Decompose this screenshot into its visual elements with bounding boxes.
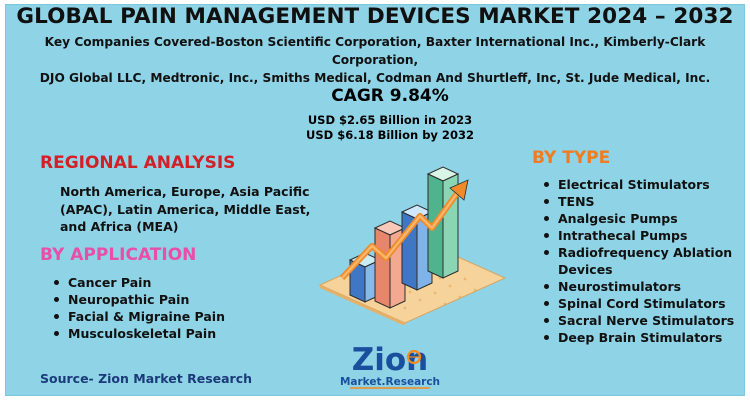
by-application-heading: BY APPLICATION [40, 245, 197, 265]
list-item: Intrathecal Pumps [540, 227, 740, 244]
cagr-label: CAGR 9.84% [331, 86, 449, 106]
page-title: GLOBAL PAIN MANAGEMENT DEVICES MARKET 20… [16, 4, 734, 29]
infographic-background [5, 4, 745, 396]
list-item: Neurostimulators [540, 278, 740, 295]
regional-analysis-heading: REGIONAL ANALYSIS [40, 153, 236, 173]
list-item: Facial & Migraine Pain [50, 308, 310, 325]
market-value-2032: USD $6.18 Billion by 2032 [306, 128, 474, 142]
list-item: Analgesic Pumps [540, 210, 740, 227]
list-item: Radiofrequency Ablation Devices [540, 244, 740, 278]
market-value-2023: USD $2.65 Billion in 2023 [307, 113, 473, 127]
list-item: Neuropathic Pain [50, 291, 310, 308]
application-list: Cancer Pain Neuropathic Pain Facial & Mi… [50, 274, 310, 342]
logo-word: Zion [352, 342, 428, 378]
zion-logo-icon: Zion Market.Research [340, 342, 440, 389]
list-item: Deep Brain Stimulators [540, 329, 740, 346]
list-item: TENS [540, 193, 740, 210]
source-text: Source- Zion Market Research [40, 371, 253, 386]
list-item: Musculoskeletal Pain [50, 325, 310, 342]
key-companies-line-2: DJO Global LLC, Medtronic, Inc., Smiths … [39, 71, 711, 85]
by-type-heading: BY TYPE [532, 148, 611, 168]
key-companies-line-1: Key Companies Covered-Boston Scientific … [44, 35, 706, 67]
list-item: Cancer Pain [50, 274, 310, 291]
type-list: Electrical Stimulators TENS Analgesic Pu… [540, 176, 740, 346]
logo-subtext: Market.Research [340, 376, 440, 388]
list-item: Spinal Cord Stimulators [540, 295, 740, 312]
key-companies: Key Companies Covered-Boston Scientific … [20, 33, 730, 87]
list-item: Sacral Nerve Stimulators [540, 312, 740, 329]
bar-growth-illustration-icon [318, 166, 507, 325]
regional-analysis-text: North America, Europe, Asia Pacific (APA… [60, 184, 311, 234]
list-item: Electrical Stimulators [540, 176, 740, 193]
